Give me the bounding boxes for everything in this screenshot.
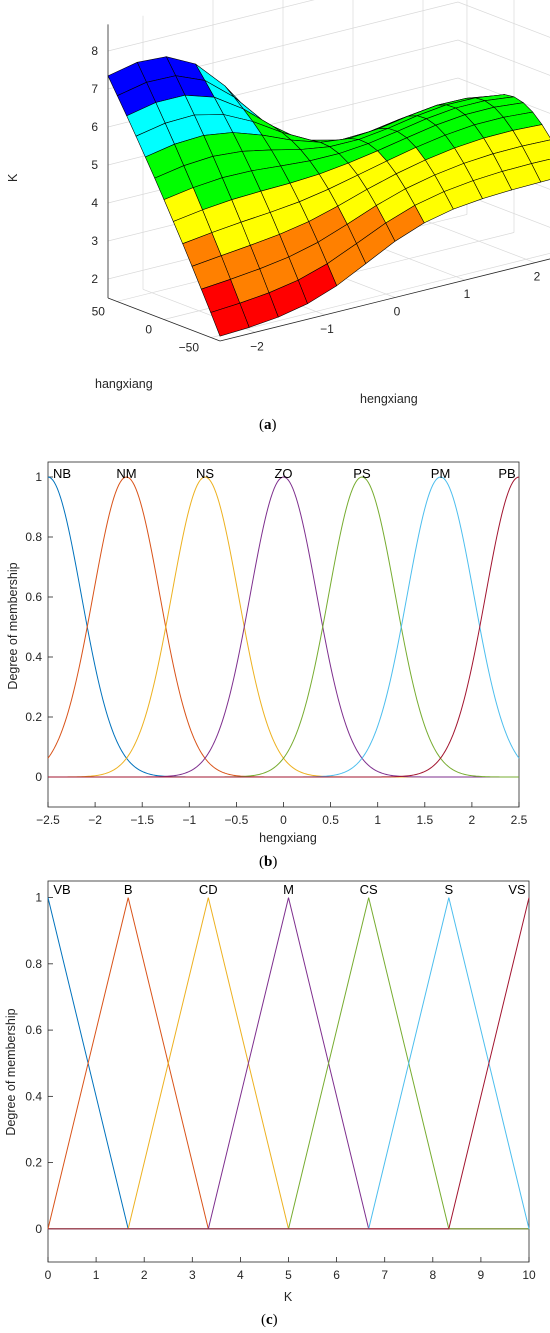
y-tick-label: 0.8 xyxy=(25,530,42,544)
x-tick-label: 2 xyxy=(469,813,476,827)
surface-plot: 2 3 4 5 6 7 8 50 0 −50 −2 −1 0 1 2 hangxiang hengxiang… xyxy=(0,0,550,436)
x-tick-label: 4 xyxy=(237,1268,244,1282)
surface-z-tick-label: 7 xyxy=(91,82,98,96)
y-tick-label: 0 xyxy=(35,1222,42,1236)
x-tick-label: 7 xyxy=(381,1268,388,1282)
y-tick-label: 0.4 xyxy=(25,1089,42,1103)
y-tick-label: 1 xyxy=(35,470,42,484)
mf-label-ps: PS xyxy=(353,466,371,481)
surface-axis-y xyxy=(108,298,220,341)
x-tick-label: 9 xyxy=(478,1268,485,1282)
surface-z-tick-label: 4 xyxy=(91,196,98,210)
y-tick-label: 0.6 xyxy=(25,590,42,604)
x-tick-label: 1 xyxy=(93,1268,100,1282)
surface-z-tick-label: 5 xyxy=(91,158,98,172)
plot-b-mf-labels: NB NM NS ZO PS PM PB xyxy=(53,466,516,481)
surface-z-tick-label: 3 xyxy=(91,234,98,248)
caption-c: (c) xyxy=(261,1312,278,1328)
x-tick-label: −1 xyxy=(182,813,196,827)
x-tick-label: 10 xyxy=(522,1268,536,1282)
membership-plot-hengxiang: −2.5 −2 −1.5 −1 −0.5 0 0.5 1 1.5 2 2.5 0 0.2 0.4 0.6 0.… xyxy=(0,436,550,872)
mf-label-vb: VB xyxy=(53,882,70,897)
mf-label-zo: ZO xyxy=(274,466,292,481)
surface-mesh xyxy=(108,57,550,336)
x-tick-label: 8 xyxy=(429,1268,436,1282)
mf-label-pb: PB xyxy=(498,466,515,481)
surface-x-tick-label: 1 xyxy=(464,287,471,301)
x-tick-label: −2.5 xyxy=(36,813,60,827)
x-tick-label: 0 xyxy=(280,813,287,827)
mf-label-pm: PM xyxy=(431,466,451,481)
y-tick-label: 0 xyxy=(35,770,42,784)
surface-ylabel: hangxiang xyxy=(95,377,153,391)
plot-c-xlabel: K xyxy=(284,1290,293,1304)
mf-label-nb: NB xyxy=(53,466,71,481)
x-tick-label: 0 xyxy=(45,1268,52,1282)
x-tick-label: 5 xyxy=(285,1268,292,1282)
mf-label-m: M xyxy=(283,882,294,897)
y-tick-label: 0.2 xyxy=(25,1156,42,1170)
x-tick-label: 3 xyxy=(189,1268,196,1282)
x-tick-label: 2.5 xyxy=(511,813,528,827)
surface-x-tick-label: 0 xyxy=(394,305,401,319)
mf-label-s: S xyxy=(444,882,453,897)
surface-xlabel: hengxiang xyxy=(360,392,418,406)
surface-zlabel: K xyxy=(6,173,20,182)
x-tick-label: −2 xyxy=(88,813,102,827)
mf-label-vs: VS xyxy=(508,882,526,897)
x-tick-label: −0.5 xyxy=(225,813,249,827)
surface-x-tick-label: −1 xyxy=(320,322,334,336)
surface-gridline xyxy=(108,0,550,51)
x-tick-label: 2 xyxy=(141,1268,148,1282)
x-tick-label: 1.5 xyxy=(416,813,433,827)
y-tick-label: 0.2 xyxy=(25,710,42,724)
mf-label-cs: CS xyxy=(360,882,378,897)
x-tick-label: 0.5 xyxy=(322,813,339,827)
y-tick-label: 1 xyxy=(35,891,42,905)
x-tick-label: 1 xyxy=(374,813,381,827)
surface-z-tick-label: 2 xyxy=(91,272,98,286)
surface-y-tick-label: 50 xyxy=(92,304,106,318)
mf-label-b: B xyxy=(124,882,133,897)
plot-b-ylabel: Degree of membership xyxy=(6,562,20,689)
y-tick-label: 0.8 xyxy=(25,957,42,971)
plot-c-axes-box xyxy=(48,881,529,1262)
surface-y-tick-label: −50 xyxy=(179,341,200,355)
caption-a: (a) xyxy=(259,417,277,433)
plot-c-ylabel: Degree of membership xyxy=(4,1008,18,1135)
mf-label-cd: CD xyxy=(199,882,218,897)
mf-label-ns: NS xyxy=(196,466,214,481)
caption-b: (b) xyxy=(259,854,277,870)
x-tick-label: 6 xyxy=(333,1268,340,1282)
y-tick-label: 0.6 xyxy=(25,1023,42,1037)
surface-y-tick-label: 0 xyxy=(145,323,152,337)
surface-z-tick-label: 8 xyxy=(91,44,98,58)
surface-x-tick-label: 2 xyxy=(534,270,541,284)
surface-z-tick-label: 6 xyxy=(91,120,98,134)
membership-plot-k: 0 1 2 3 4 5 6 7 8 9 10 0 0.2 0.4 0.6 0.8 1 VB B CD M CS S VS K… xyxy=(0,872,550,1333)
x-tick-label: −1.5 xyxy=(130,813,154,827)
plot-b-xlabel: hengxiang xyxy=(259,831,317,845)
plot-b-axes-box xyxy=(48,462,519,807)
mf-label-nm: NM xyxy=(116,466,136,481)
y-tick-label: 0.4 xyxy=(25,650,42,664)
surface-x-tick-label: −2 xyxy=(250,339,264,353)
